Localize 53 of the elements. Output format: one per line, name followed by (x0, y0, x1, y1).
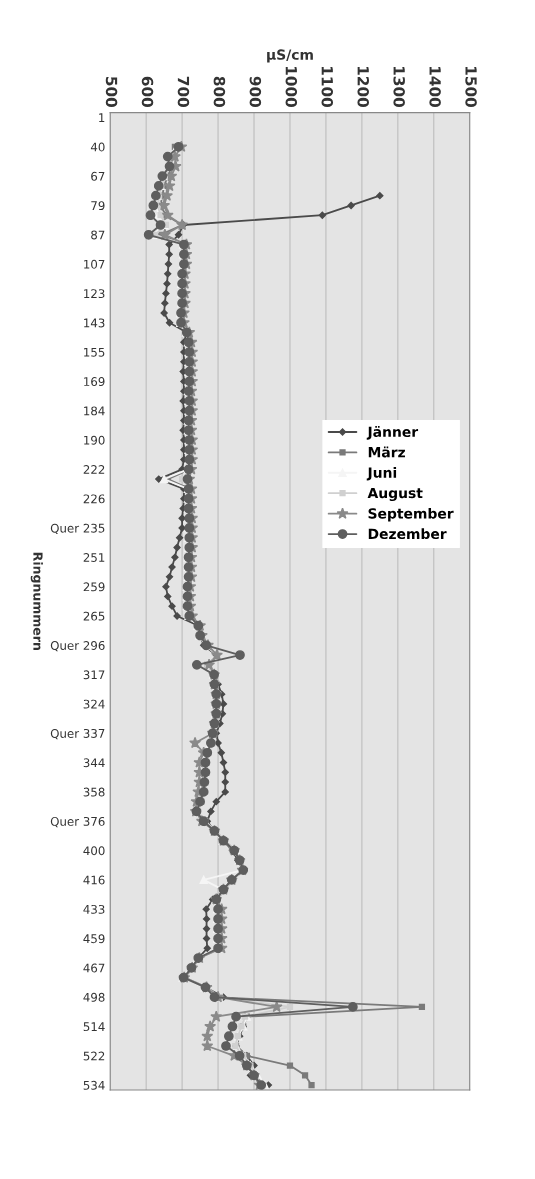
y-tick-label: 259 (83, 582, 105, 592)
y-tick-label: 522 (83, 1051, 105, 1061)
y-tick-label: 534 (83, 1080, 105, 1090)
y-tick-label: 1 (99, 113, 105, 122)
y-tick-label: 344 (83, 758, 105, 768)
y-tick-label: 169 (84, 377, 105, 387)
y-tick-label: 87 (91, 230, 105, 240)
y-tick-label: 514 (83, 1022, 105, 1032)
y-tick-label: Quer 376 (50, 816, 105, 828)
y-tick-label: 400 (83, 846, 105, 856)
y-tick-label: 324 (83, 699, 105, 709)
legend-label: August (367, 487, 423, 502)
legend-label: Dezember (368, 528, 447, 540)
y-tick-label: 459 (83, 934, 105, 944)
x-tick-label: 500 (105, 77, 118, 107)
y-tick-label: 226 (83, 494, 105, 504)
x-tick-label: 1000 (285, 66, 298, 107)
y-tick-label: 251 (83, 553, 105, 562)
x-tick-label: 700 (177, 76, 190, 107)
x-tick-label: 800 (213, 76, 226, 107)
y-tick-label: 358 (83, 787, 105, 797)
x-tick-label: 1400 (429, 66, 441, 107)
y-tick-label: Quer 337 (50, 728, 105, 740)
y-tick-label: 222 (83, 465, 105, 474)
y-tick-label: 67 (91, 171, 105, 181)
y-tick-label: 184 (84, 406, 105, 416)
x-tick-label: 1200 (357, 66, 369, 107)
y-tick-label: 317 (83, 670, 105, 680)
y-axis-title: Ringnummern (30, 552, 43, 650)
y-tick-label: 107 (84, 259, 105, 269)
y-tick-label: 40 (90, 142, 105, 152)
y-tick-label: 79 (91, 201, 105, 211)
x-tick-label: 900 (249, 76, 262, 107)
y-tick-label: 467 (83, 963, 105, 973)
y-tick-label: Quer 235 (50, 523, 105, 534)
legend-label: September (368, 507, 454, 522)
y-tick-label: 123 (84, 289, 105, 299)
y-tick-label: 498 (83, 992, 105, 1002)
legend-label: Juni (366, 467, 397, 481)
x-tick-label: 1100 (321, 66, 334, 107)
y-tick-label: 433 (83, 904, 105, 914)
legend-label: Jänner (366, 426, 419, 440)
y-tick-label: 143 (84, 318, 105, 328)
x-tick-label: 1500 (465, 66, 477, 107)
y-tick-label: 190 (84, 435, 105, 445)
y-tick-label: Quer 296 (50, 641, 105, 652)
x-tick-label: 1300 (393, 66, 405, 107)
legend-label: März (368, 446, 405, 458)
x-tick-label: 600 (141, 76, 154, 107)
y-tick-label: 416 (83, 875, 105, 885)
x-axis-title: µS/cm (267, 49, 313, 63)
y-tick-label: 265 (83, 611, 105, 621)
y-tick-label: 155 (84, 347, 105, 357)
